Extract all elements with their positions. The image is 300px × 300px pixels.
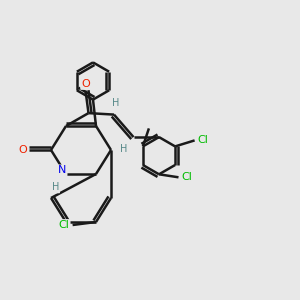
Text: N: N bbox=[58, 165, 67, 176]
Text: H: H bbox=[52, 182, 59, 193]
Text: Cl: Cl bbox=[182, 172, 192, 182]
Text: O: O bbox=[18, 145, 27, 155]
Text: Cl: Cl bbox=[59, 220, 70, 230]
Text: H: H bbox=[112, 98, 119, 108]
Text: H: H bbox=[120, 143, 128, 154]
Text: O: O bbox=[81, 79, 90, 89]
Text: Cl: Cl bbox=[198, 135, 208, 146]
